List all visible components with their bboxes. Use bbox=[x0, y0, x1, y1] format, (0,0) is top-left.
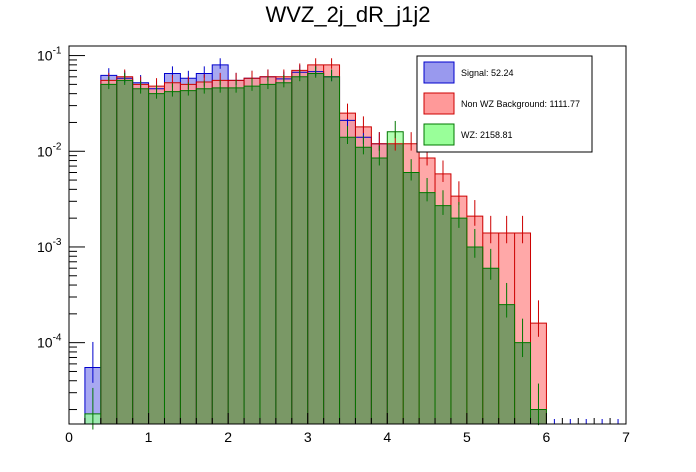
overlap-bar-14 bbox=[307, 73, 324, 425]
overlap-bar-9 bbox=[228, 87, 245, 425]
overlap-bar-7 bbox=[196, 88, 213, 425]
plot-frame bbox=[68, 45, 627, 425]
x-tick-label-5: 5 bbox=[463, 429, 471, 445]
overlap-bar-10 bbox=[244, 86, 260, 425]
overlap-bar-13 bbox=[291, 76, 308, 424]
overlap-bar-22 bbox=[435, 205, 451, 424]
overlap-bar-26 bbox=[498, 304, 515, 424]
x-tick-label-3: 3 bbox=[304, 429, 312, 445]
x-tick-label-6: 6 bbox=[543, 429, 551, 445]
overlap-bar-23 bbox=[450, 218, 467, 424]
y-tick-label: 10-4 bbox=[37, 333, 62, 351]
overlap-bar-15 bbox=[323, 76, 340, 424]
overlap-bar-11 bbox=[259, 84, 276, 424]
overlap-bar-5 bbox=[164, 91, 181, 424]
outline-wz bbox=[84, 72, 547, 424]
y-tick-label: 10-3 bbox=[37, 237, 62, 255]
legend-swatch-signal bbox=[423, 61, 455, 84]
x-tick-label-2: 2 bbox=[224, 429, 232, 445]
overlap-bar-8 bbox=[212, 87, 229, 425]
overlap-bar-17 bbox=[355, 147, 372, 425]
overlap-bar-18 bbox=[371, 158, 388, 425]
x-tick-label-4: 4 bbox=[383, 429, 391, 445]
legend-swatch-non-wz-background bbox=[423, 92, 455, 115]
x-tick-label-7: 7 bbox=[622, 429, 630, 445]
overlap-bar-2 bbox=[116, 80, 133, 424]
legend-label-signal: Signal: 52.24 bbox=[461, 68, 514, 78]
overlap-bar-21 bbox=[419, 192, 436, 424]
overlap-bar-16 bbox=[339, 137, 356, 424]
x-tick-label-0: 0 bbox=[65, 429, 73, 445]
bar-non-wz-background-28 bbox=[530, 323, 547, 424]
legend-swatch-wz bbox=[423, 123, 455, 146]
y-tick-label: 10-2 bbox=[37, 141, 62, 159]
y-tick-label: 10-1 bbox=[37, 46, 62, 64]
chart-title: WVZ_2j_dR_j1j2 bbox=[265, 2, 431, 27]
overlap-bar-27 bbox=[514, 342, 531, 424]
legend-label-non-wz-background: Non WZ Background: 1111.77 bbox=[461, 99, 580, 109]
overlap-bar-25 bbox=[482, 268, 499, 424]
overlap-bar-20 bbox=[403, 172, 420, 424]
overlap-bar-12 bbox=[275, 82, 292, 425]
legend-label-wz: WZ: 2158.81 bbox=[461, 130, 513, 140]
overlap-bar-4 bbox=[148, 93, 165, 424]
overlap-bar-24 bbox=[466, 246, 483, 424]
overlap-bar-3 bbox=[132, 88, 149, 425]
overlap-bar-6 bbox=[180, 90, 197, 424]
x-tick-label-1: 1 bbox=[145, 429, 153, 445]
overlap-bar-1 bbox=[100, 84, 117, 424]
overlap-bar-19 bbox=[387, 143, 404, 424]
